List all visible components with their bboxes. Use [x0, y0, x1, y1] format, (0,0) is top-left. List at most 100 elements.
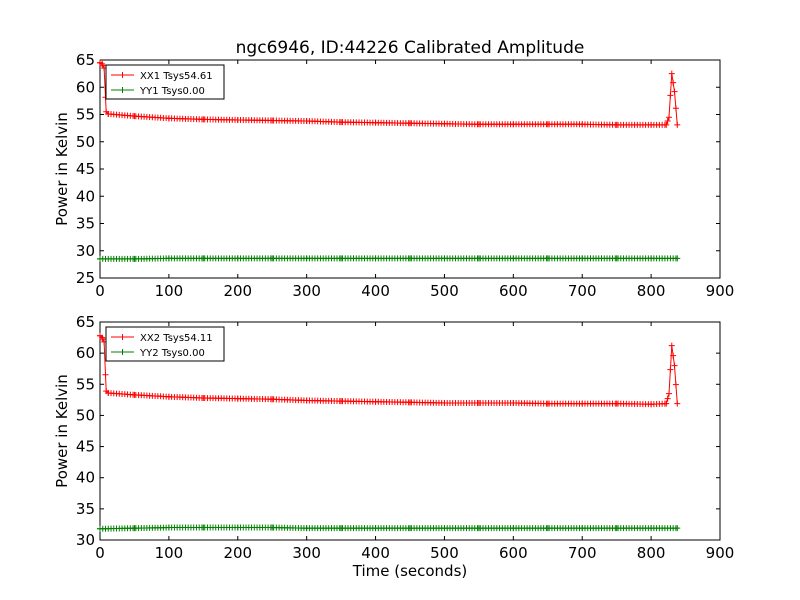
series-xx [97, 332, 681, 408]
y-tick-label: 30 [76, 531, 95, 549]
data-point [664, 118, 671, 125]
data-point [663, 400, 670, 407]
data-point [613, 400, 620, 407]
data-point [579, 400, 586, 407]
data-point [668, 70, 675, 77]
y-tick-label: 25 [76, 269, 95, 287]
data-point [234, 395, 241, 402]
data-point [234, 116, 241, 123]
series-yy [97, 524, 681, 532]
data-point [99, 336, 106, 343]
data-point [105, 110, 112, 117]
data-point [165, 255, 172, 262]
data-point [407, 255, 413, 262]
data-point [510, 399, 517, 406]
data-point [475, 525, 482, 532]
top-subplot: 0 100 200 300 400 500 600 700 800 900 25 30 35 40 45 50… [53, 51, 734, 300]
data-point [200, 524, 207, 531]
data-point [303, 525, 310, 532]
data-point [131, 255, 138, 262]
legend-label: YY1 Tsys0.00 [139, 86, 205, 97]
x-tick-label: 800 [637, 544, 666, 562]
data-point [671, 362, 678, 369]
data-point [510, 525, 517, 532]
data-point [667, 366, 674, 373]
data-point [648, 121, 655, 128]
data-point [544, 255, 551, 262]
x-tick-label: 0 [95, 282, 105, 300]
series-xx [97, 59, 681, 128]
data-point [269, 117, 276, 124]
y-tick-label: 50 [76, 406, 95, 424]
data-point [97, 525, 103, 532]
data-point [131, 391, 138, 398]
data-point [99, 60, 106, 67]
data-point [131, 113, 138, 120]
x-tick-label: 200 [223, 544, 252, 562]
data-point [672, 105, 679, 112]
data-point [407, 399, 413, 406]
data-point [303, 397, 310, 404]
data-point [99, 62, 106, 69]
data-point [670, 352, 677, 359]
y-axis-label: Power in Kelvin [53, 374, 71, 488]
data-point [544, 525, 551, 532]
legend-marker [119, 87, 126, 93]
data-point [165, 393, 172, 400]
x-tick-label: 100 [155, 282, 184, 300]
data-point [441, 120, 448, 127]
data-point [102, 371, 109, 378]
y-tick-label: 60 [76, 78, 95, 96]
data-point [648, 255, 655, 262]
data-point [407, 525, 413, 532]
data-point [338, 398, 345, 405]
x-tick-label: 900 [706, 544, 735, 562]
data-point [666, 114, 673, 121]
data-point [672, 381, 679, 388]
x-tick-label: 0 [95, 544, 105, 562]
series-yy [97, 255, 681, 262]
data-point [664, 395, 671, 402]
data-point [441, 399, 448, 406]
y-tick-label: 65 [76, 313, 95, 331]
x-tick-label: 200 [223, 282, 252, 300]
y-tick-label: 40 [76, 187, 95, 205]
data-point [648, 401, 655, 408]
y-tick-label: 45 [76, 438, 95, 456]
y-tick-label: 35 [76, 500, 95, 518]
x-tick-label: 900 [706, 282, 735, 300]
data-point [663, 121, 670, 128]
x-tick-label: 400 [361, 282, 390, 300]
y-tick-label: 50 [76, 133, 95, 151]
data-point [338, 119, 345, 126]
data-point [165, 524, 172, 531]
data-point [338, 255, 345, 262]
data-point [372, 255, 379, 262]
x-axis-label: Time (seconds) [352, 562, 468, 580]
data-point [234, 255, 241, 262]
x-tick-label: 500 [430, 544, 459, 562]
x-tick-label: 400 [361, 544, 390, 562]
data-point [674, 525, 681, 532]
legend-box [105, 326, 225, 362]
data-point [441, 255, 448, 262]
data-point [97, 255, 103, 262]
data-point [234, 524, 241, 531]
data-point [372, 525, 379, 532]
data-point [510, 121, 517, 128]
data-point [674, 121, 681, 128]
data-point [674, 400, 681, 407]
data-point [613, 121, 620, 128]
data-point [670, 79, 677, 86]
data-point [407, 120, 413, 127]
data-point [510, 255, 517, 262]
y-axis-label: Power in Kelvin [53, 112, 71, 226]
data-point [668, 342, 675, 349]
data-point [131, 525, 138, 532]
data-point [99, 334, 106, 341]
x-tick-label: 100 [155, 544, 184, 562]
data-point [269, 255, 276, 262]
legend: XX1 Tsys54.61 YY1 Tsys0.00 [105, 64, 225, 100]
data-point [579, 525, 586, 532]
y-tick-label: 30 [76, 242, 95, 260]
